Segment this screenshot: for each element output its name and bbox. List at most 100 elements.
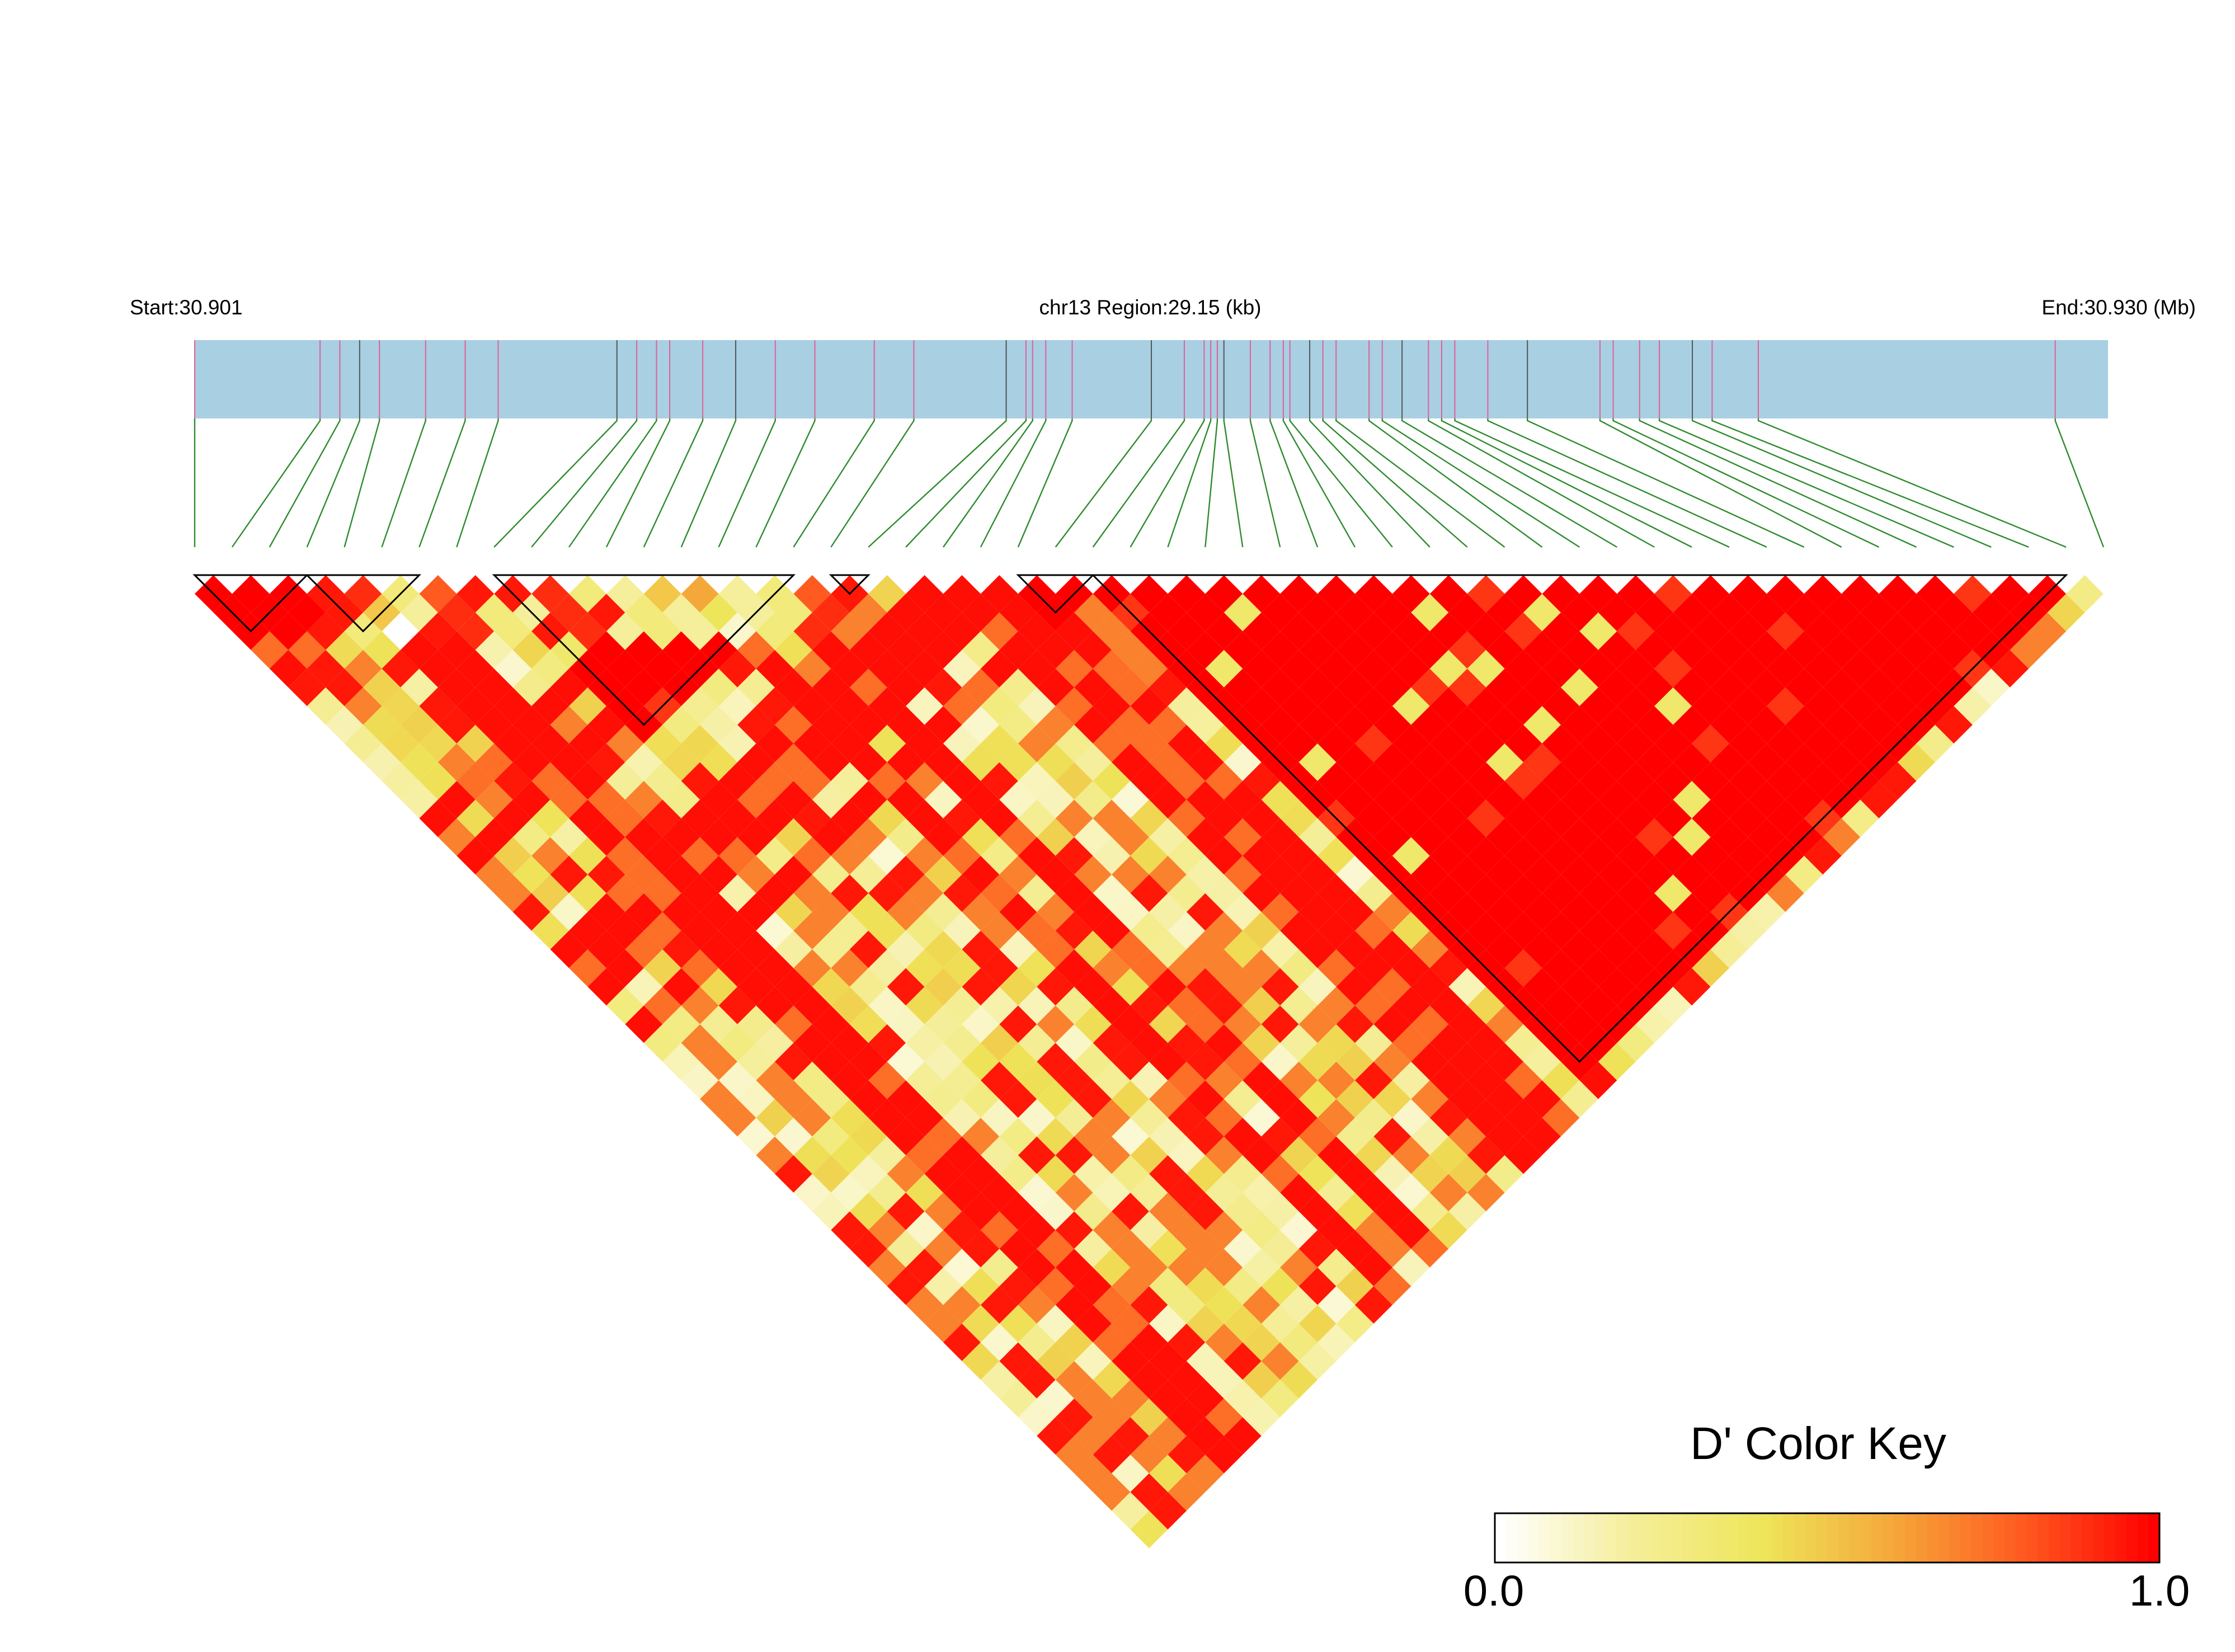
ld-cell: [1916, 724, 1954, 763]
ld-cell: [1261, 1080, 1299, 1118]
ld-cell: [437, 780, 476, 818]
ld-cell: [1298, 1192, 1337, 1230]
ld-cell: [1149, 968, 1187, 1006]
ld-cell: [1055, 612, 1093, 650]
ld-cell: [437, 818, 476, 856]
ld-cell: [1467, 1061, 1505, 1099]
ld-cell: [475, 780, 513, 818]
ld-cell: [1037, 1417, 1075, 1455]
ld-cell: [1149, 1380, 1187, 1418]
ld-cell: [1486, 1080, 1524, 1118]
ld-cell: [475, 818, 513, 856]
ld-cell: [1018, 1174, 1056, 1212]
ld-cell: [1055, 762, 1093, 800]
ld-cell: [1149, 1305, 1187, 1343]
ld-cell: [1130, 1174, 1168, 1212]
ld-cell: [999, 1230, 1037, 1268]
ld-cell: [1018, 874, 1056, 912]
snp-connector: [1639, 418, 1917, 548]
ld-cell: [1486, 818, 1524, 856]
ld-cell: [1823, 669, 1861, 707]
ld-cell: [475, 631, 513, 669]
ld-cell: [625, 893, 663, 931]
ld-cell: [1373, 743, 1411, 781]
color-key-border: [1494, 1512, 2161, 1564]
ld-cell: [1579, 649, 1617, 688]
color-key-swatch: [1572, 1513, 1584, 1562]
ld-cell: [1523, 631, 1561, 669]
ld-cell: [1523, 1080, 1561, 1118]
ld-cell: [1635, 706, 1673, 744]
ld-cell: [1523, 930, 1561, 968]
ld-cell: [625, 818, 663, 856]
ld-cell: [625, 855, 663, 893]
snp-connector: [1658, 418, 1954, 548]
ld-cell: [400, 631, 438, 669]
ld-cell: [1486, 706, 1524, 744]
haplotype-block-outline: [829, 574, 871, 595]
snp-connector: [980, 418, 1047, 548]
ld-cell: [1149, 1455, 1187, 1493]
ld-cell: [1055, 1061, 1093, 1099]
ld-cell: [962, 1043, 1000, 1081]
ld-cell: [887, 1043, 925, 1081]
ld-cell: [1429, 575, 1467, 613]
ld-cell: [400, 743, 438, 781]
color-key-swatch: [1871, 1513, 1883, 1562]
ld-cell: [756, 986, 794, 1024]
ld-cell: [1823, 743, 1861, 781]
ld-cell: [1130, 799, 1168, 837]
ld-cell: [662, 930, 700, 968]
ld-cell: [924, 706, 962, 744]
ld-cell: [962, 743, 1000, 781]
color-key-swatch: [1838, 1513, 1850, 1562]
ld-cell: [700, 893, 738, 931]
ld-cell: [1560, 1005, 1598, 1043]
color-key-swatch: [2015, 1513, 2027, 1562]
ld-cell: [382, 724, 420, 763]
ld-cell: [1074, 1342, 1112, 1380]
ld-cell: [1318, 874, 1355, 912]
ld-cell: [1467, 612, 1505, 650]
ld-cell: [1298, 855, 1337, 893]
color-key-swatch: [1860, 1513, 1872, 1562]
color-key-swatch: [1694, 1513, 1706, 1562]
ld-cell: [1318, 762, 1355, 800]
ld-cell: [1149, 818, 1187, 856]
snp-tick-marks: [194, 340, 2108, 418]
ld-cell: [1542, 575, 1580, 613]
ld-cell: [756, 949, 794, 987]
ld-cell: [587, 780, 625, 818]
haplotype-block-outline: [305, 574, 422, 633]
snp-connector: [1335, 418, 1505, 548]
ld-cell: [1298, 1118, 1337, 1155]
ld-cell: [1093, 724, 1131, 763]
ld-cell: [307, 687, 345, 725]
ld-cell: [531, 762, 570, 800]
snp-connector: [1691, 418, 1992, 548]
ld-cell: [1205, 724, 1243, 763]
ld-cell: [1673, 594, 1711, 632]
ld-cell: [587, 893, 625, 931]
ld-cell: [326, 706, 364, 744]
ld-cell: [1635, 594, 1673, 632]
ld-cell: [1149, 1080, 1187, 1118]
ld-cell: [980, 575, 1018, 613]
ld-cell: [1224, 1043, 1262, 1081]
ld-cell: [1411, 1230, 1449, 1268]
ld-cell: [1879, 762, 1917, 800]
ld-cell: [1729, 687, 1767, 725]
ld-cell: [587, 743, 625, 781]
ld-cell: [887, 818, 925, 856]
ld-cell: [1280, 649, 1318, 688]
ld-cell: [550, 855, 588, 893]
ld-cell: [831, 912, 869, 950]
ld-cell: [1261, 1305, 1299, 1343]
ld-cell: [774, 1155, 812, 1193]
ld-cell: [1579, 575, 1617, 613]
ld-cell: [1635, 743, 1673, 781]
ld-cell: [1785, 780, 1823, 818]
ld-cell: [457, 649, 495, 688]
ld-cell: [1205, 1286, 1243, 1324]
ld-cell: [1748, 818, 1786, 856]
